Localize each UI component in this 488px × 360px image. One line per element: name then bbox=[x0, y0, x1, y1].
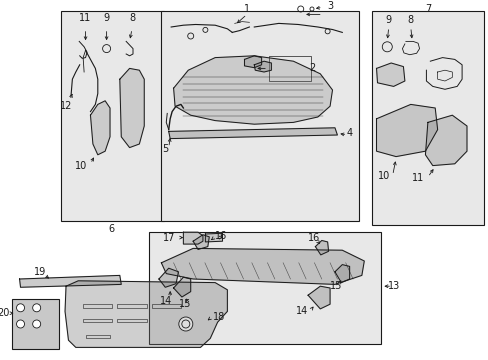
Polygon shape bbox=[65, 281, 227, 347]
Polygon shape bbox=[183, 232, 203, 244]
Text: 1: 1 bbox=[244, 4, 249, 14]
Text: 19: 19 bbox=[34, 267, 46, 277]
Text: 8: 8 bbox=[407, 15, 413, 25]
Circle shape bbox=[17, 320, 24, 328]
Text: 13: 13 bbox=[386, 281, 399, 291]
Text: 9: 9 bbox=[103, 13, 109, 23]
Polygon shape bbox=[159, 268, 178, 287]
Bar bbox=[117, 319, 146, 322]
Polygon shape bbox=[161, 248, 364, 284]
Text: 16: 16 bbox=[215, 231, 227, 241]
Text: 10: 10 bbox=[377, 171, 389, 181]
Text: 15: 15 bbox=[178, 299, 191, 309]
Bar bbox=[151, 304, 181, 308]
Text: 9: 9 bbox=[385, 15, 391, 25]
Circle shape bbox=[33, 304, 41, 312]
Text: 4: 4 bbox=[346, 128, 352, 138]
Bar bbox=[161, 11, 359, 221]
Text: 15: 15 bbox=[329, 281, 342, 291]
Bar bbox=[117, 304, 146, 308]
Text: 11: 11 bbox=[411, 173, 424, 183]
Text: 8: 8 bbox=[129, 13, 135, 23]
Polygon shape bbox=[254, 61, 271, 72]
Circle shape bbox=[179, 317, 192, 331]
Circle shape bbox=[33, 320, 41, 328]
Polygon shape bbox=[173, 56, 332, 124]
Polygon shape bbox=[307, 286, 329, 309]
Text: 10: 10 bbox=[74, 161, 87, 171]
Polygon shape bbox=[315, 240, 328, 255]
Text: 2: 2 bbox=[308, 63, 314, 73]
Text: 5: 5 bbox=[162, 144, 168, 154]
Bar bbox=[268, 56, 310, 81]
Text: 6: 6 bbox=[108, 224, 114, 234]
Text: 18: 18 bbox=[212, 312, 224, 322]
Text: 12: 12 bbox=[60, 101, 72, 111]
Polygon shape bbox=[425, 115, 466, 166]
Bar bbox=[12, 299, 59, 349]
Polygon shape bbox=[205, 233, 222, 242]
Circle shape bbox=[17, 304, 24, 312]
Polygon shape bbox=[334, 265, 349, 283]
Polygon shape bbox=[376, 104, 437, 157]
Polygon shape bbox=[173, 277, 190, 297]
Bar bbox=[83, 319, 112, 322]
Bar bbox=[149, 232, 381, 344]
Polygon shape bbox=[193, 235, 209, 249]
Bar bbox=[83, 304, 112, 308]
Text: 3: 3 bbox=[326, 1, 332, 12]
Text: 16: 16 bbox=[307, 233, 320, 243]
Text: 14: 14 bbox=[160, 296, 172, 306]
Polygon shape bbox=[244, 56, 261, 68]
Text: 7: 7 bbox=[424, 4, 430, 14]
Text: 14: 14 bbox=[295, 306, 308, 316]
Bar bbox=[85, 335, 110, 338]
Polygon shape bbox=[90, 101, 110, 155]
Bar bbox=[61, 11, 163, 221]
Text: 11: 11 bbox=[79, 13, 92, 23]
Text: 17: 17 bbox=[162, 233, 175, 243]
Polygon shape bbox=[168, 128, 337, 139]
Bar bbox=[371, 11, 483, 225]
Text: 20: 20 bbox=[0, 308, 10, 318]
Polygon shape bbox=[120, 68, 144, 148]
Polygon shape bbox=[20, 275, 121, 287]
Polygon shape bbox=[376, 63, 404, 86]
